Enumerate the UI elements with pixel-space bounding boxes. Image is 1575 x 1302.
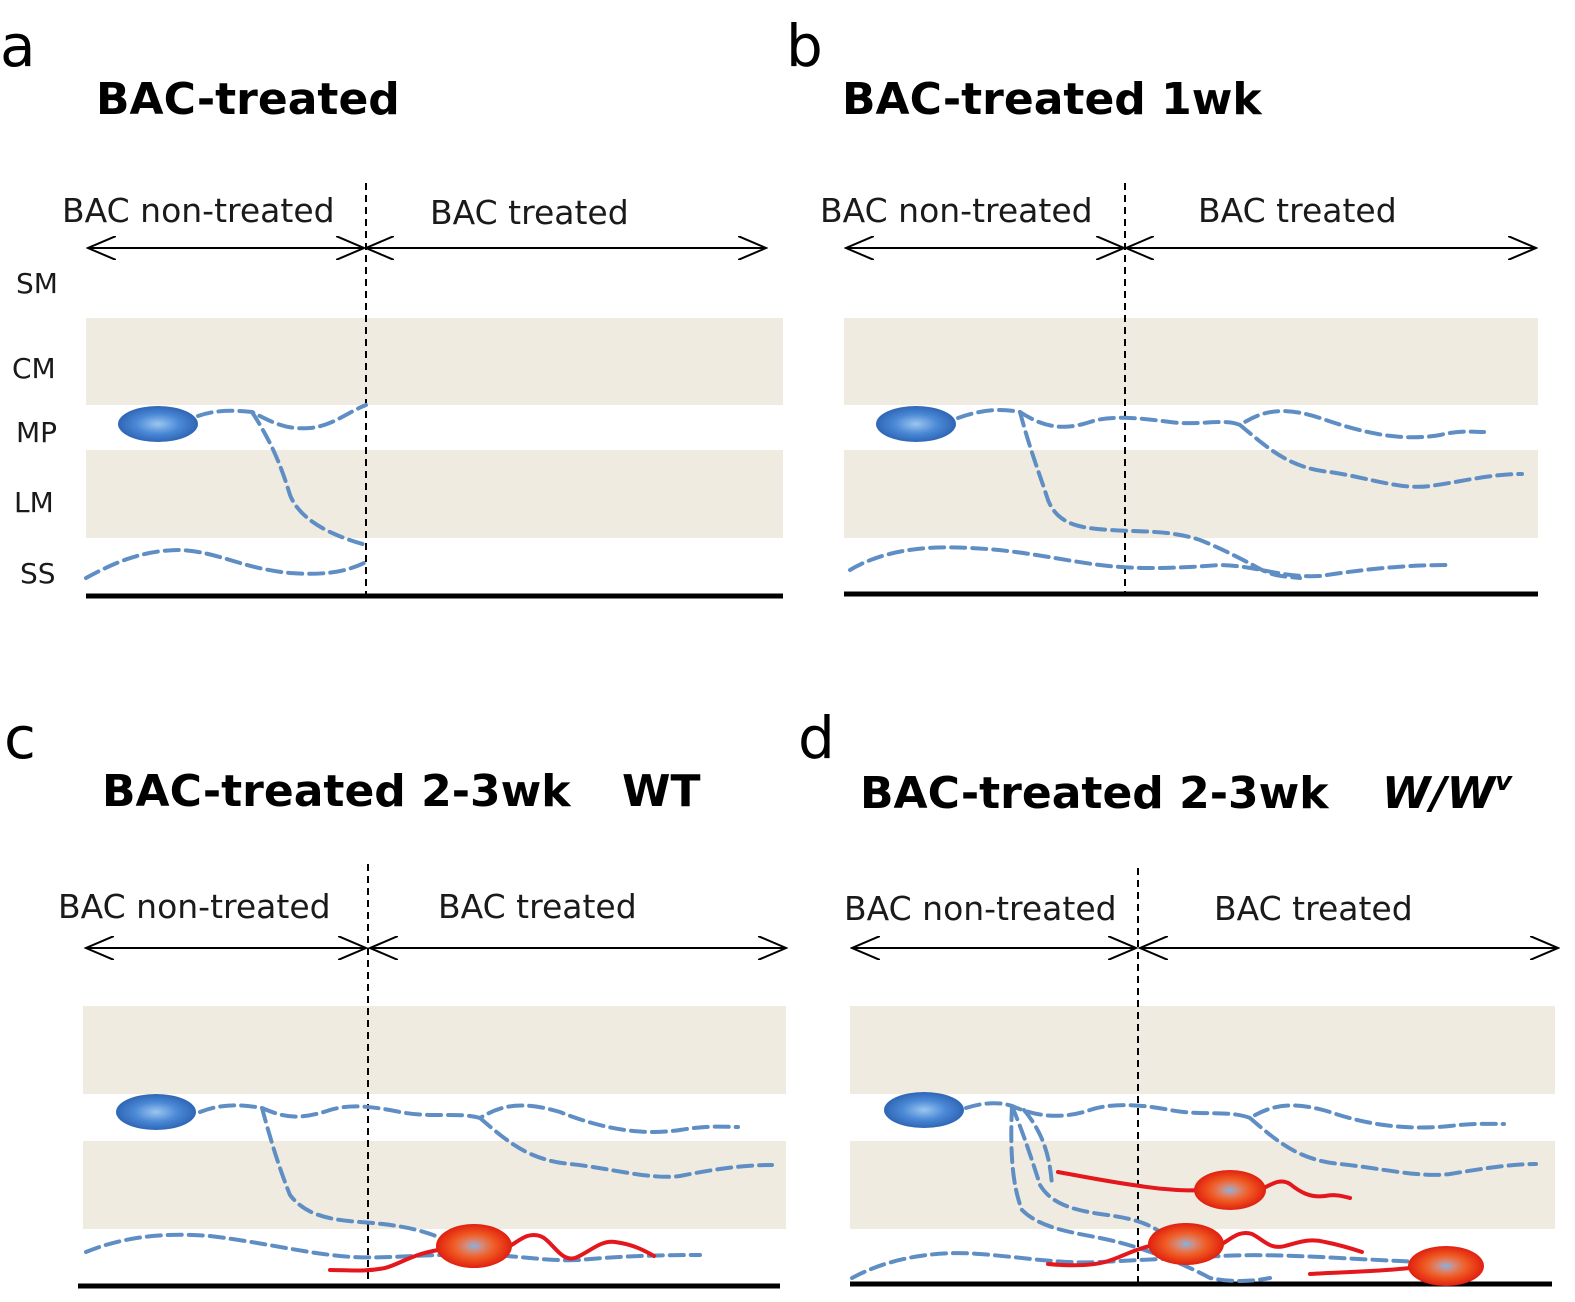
panel-a-cm-band bbox=[86, 318, 783, 405]
layer-label-mp: MP bbox=[16, 416, 57, 449]
panel-c: c BAC-treated 2-3wk WT BAC non-treated B… bbox=[4, 704, 786, 1289]
panel-a-descending-fiber bbox=[250, 410, 368, 547]
panel-b-title: BAC-treated 1wk bbox=[842, 74, 1263, 125]
panel-d-branch-fiber bbox=[1248, 1116, 1538, 1177]
panel-d-title: BAC-treated 2-3wk bbox=[860, 768, 1330, 819]
layer-label-sm: SM bbox=[16, 267, 58, 300]
panel-c-ss-fiber bbox=[84, 1232, 702, 1263]
panel-a-title: BAC-treated bbox=[96, 74, 400, 125]
panel-a-mp-fiber bbox=[196, 403, 368, 431]
panel-c-icc-right-process bbox=[508, 1233, 656, 1261]
panel-a-left-region-label: BAC non-treated bbox=[62, 191, 335, 230]
panel-c-letter: c bbox=[4, 704, 36, 772]
panel-d-descending-fiber-2 bbox=[1009, 1104, 1272, 1283]
panel-c-lm-band bbox=[83, 1141, 786, 1229]
panel-a-right-region-label: BAC treated bbox=[430, 193, 629, 232]
panel-a: a BAC-treated BAC non-treated BAC treate… bbox=[0, 12, 783, 599]
panel-d-left-region-label: BAC non-treated bbox=[844, 889, 1117, 928]
panel-c-branch-fiber bbox=[478, 1116, 774, 1179]
panel-b-right-region-label: BAC treated bbox=[1198, 191, 1397, 230]
panel-c-descending-fiber bbox=[260, 1106, 447, 1242]
panel-b-cm-band bbox=[844, 318, 1538, 405]
panel-d-icc-lower-process bbox=[1308, 1266, 1412, 1276]
panel-d-mp-fiber bbox=[964, 1101, 1506, 1130]
panel-d-icc-upper-left-process bbox=[1056, 1170, 1202, 1193]
panel-b-descending-fiber bbox=[1018, 410, 1302, 580]
panel-b-mp-fiber bbox=[956, 408, 1486, 440]
panel-d-icc-middle-right-process bbox=[1220, 1231, 1364, 1254]
panel-b-letter: b bbox=[786, 12, 823, 80]
panel-a-letter: a bbox=[0, 12, 36, 80]
panel-d-icc-cell-middle bbox=[1148, 1223, 1224, 1265]
panel-d-icc-upper-right-process bbox=[1258, 1179, 1352, 1200]
panel-b-left-region-label: BAC non-treated bbox=[820, 191, 1093, 230]
panel-c-right-region-label: BAC treated bbox=[438, 887, 637, 926]
panel-b-ss-fiber bbox=[848, 545, 1450, 579]
panel-c-neuron-cell bbox=[116, 1094, 196, 1130]
panel-d-icc-middle-left-process bbox=[1046, 1244, 1152, 1268]
layer-label-cm: CM bbox=[12, 352, 56, 385]
panel-b-neuron-cell bbox=[876, 406, 956, 442]
panel-b-lm-band bbox=[844, 450, 1538, 538]
panel-d-neuron-cell bbox=[884, 1092, 964, 1128]
panel-d: d BAC-treated 2-3wk W/Wv BAC non-treated… bbox=[798, 704, 1558, 1287]
panel-d-icc-cell-lower bbox=[1408, 1246, 1484, 1286]
panel-c-cm-band bbox=[83, 1006, 786, 1094]
panel-d-genotype-superscript: v bbox=[1495, 767, 1513, 797]
panel-d-descending-fiber-1 bbox=[1010, 1104, 1170, 1240]
panel-d-right-region-label: BAC treated bbox=[1214, 889, 1413, 928]
panel-b-branch-fiber bbox=[1238, 423, 1524, 489]
panel-a-lm-band bbox=[86, 450, 783, 538]
panel-c-icc-left-process bbox=[328, 1248, 440, 1273]
panel-d-icc-cell-upper bbox=[1194, 1170, 1266, 1210]
panel-d-cm-band bbox=[850, 1006, 1555, 1094]
panel-a-ss-fiber bbox=[84, 547, 368, 580]
layer-label-ss: SS bbox=[20, 557, 56, 590]
panel-c-left-region-label: BAC non-treated bbox=[58, 887, 331, 926]
panel-d-genotype: W/Wv bbox=[1382, 767, 1513, 819]
panel-b: b BAC-treated 1wk BAC non-treated BAC tr… bbox=[786, 12, 1538, 597]
panel-c-mp-fiber bbox=[198, 1103, 740, 1134]
panel-d-genotype-main: W/W bbox=[1382, 768, 1498, 819]
panel-c-icc-cell bbox=[436, 1224, 512, 1268]
panel-d-letter: d bbox=[798, 704, 835, 772]
panel-c-genotype: WT bbox=[622, 766, 701, 817]
layer-label-lm: LM bbox=[14, 486, 54, 519]
panel-d-descending-fiber-3 bbox=[1022, 1108, 1054, 1187]
panel-d-ss-fiber bbox=[850, 1251, 1442, 1280]
panel-c-title: BAC-treated 2-3wk bbox=[102, 766, 572, 817]
panel-a-neuron-cell bbox=[118, 406, 198, 442]
